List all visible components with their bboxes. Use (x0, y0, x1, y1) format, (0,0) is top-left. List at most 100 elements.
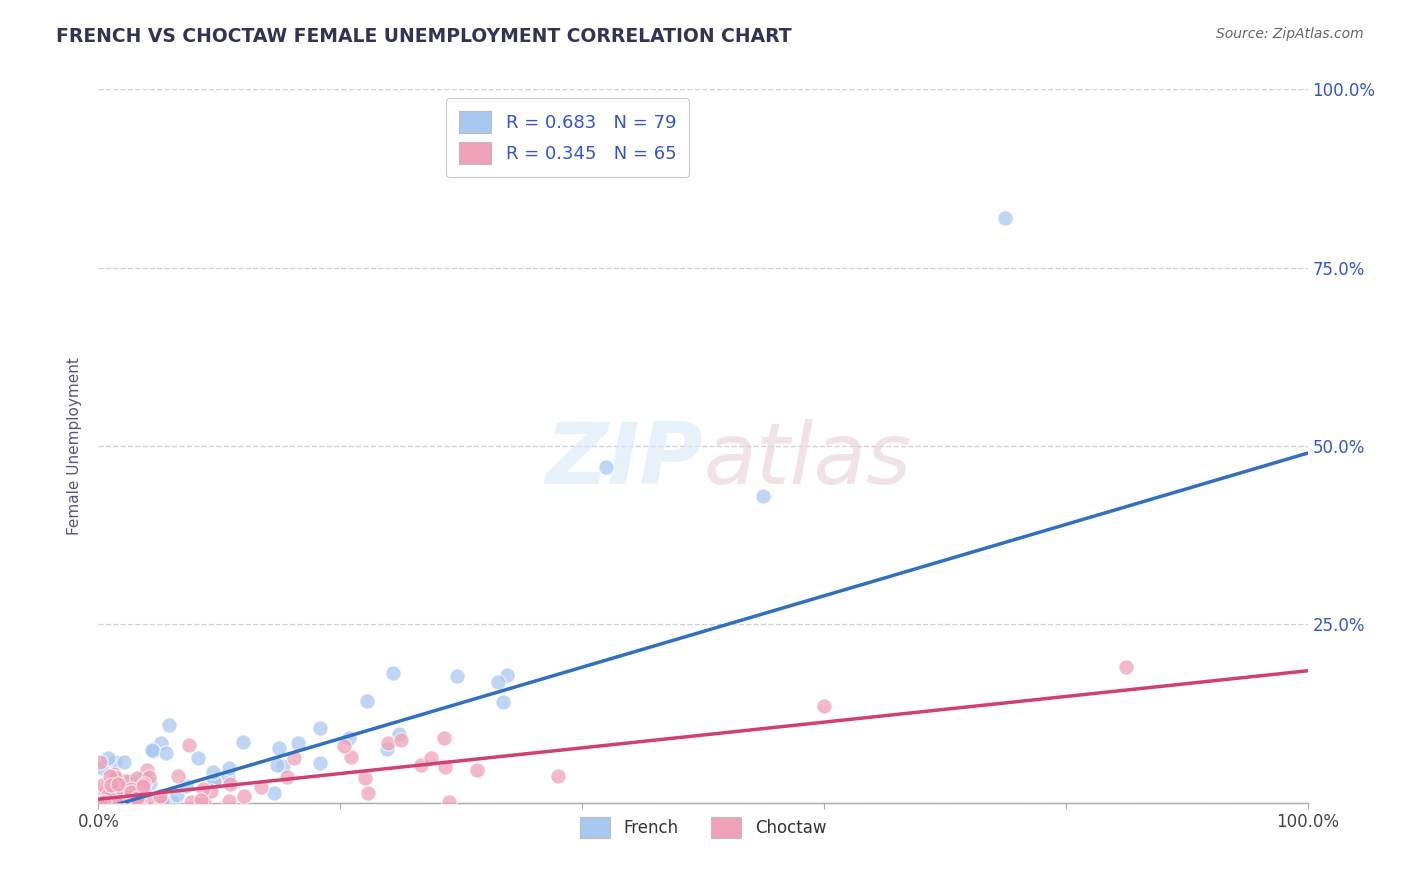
Point (132, 771, 155, 785)
Point (91, 795, 114, 809)
Point (94, 795, 117, 809)
Point (125, 795, 148, 809)
Point (180, 795, 202, 809)
Point (136, 790, 159, 805)
Point (339, 750, 361, 764)
Point (104, 786, 127, 800)
Point (112, 755, 135, 769)
Point (118, 774, 141, 789)
Point (105, 772, 128, 787)
Point (91, 795, 114, 809)
Point (97, 751, 120, 765)
Point (139, 776, 162, 790)
Point (104, 770, 127, 784)
Point (377, 736, 399, 750)
Point (120, 785, 142, 799)
Point (433, 731, 456, 745)
Point (166, 788, 188, 802)
Point (98, 790, 121, 805)
Point (108, 795, 131, 809)
Point (121, 795, 143, 809)
Point (191, 782, 214, 797)
Point (98, 784, 121, 798)
Point (150, 795, 173, 809)
Point (110, 793, 132, 807)
Point (263, 786, 285, 800)
Point (356, 693, 378, 707)
Point (93, 795, 115, 809)
Point (117, 780, 139, 795)
Point (128, 794, 150, 808)
Point (89, 795, 111, 809)
Point (155, 746, 177, 760)
Point (167, 769, 190, 783)
Point (419, 751, 441, 765)
Point (118, 795, 141, 809)
Point (110, 795, 132, 809)
Point (283, 750, 305, 764)
Point (149, 795, 172, 809)
Point (90, 795, 112, 809)
Point (110, 795, 132, 809)
Point (179, 739, 201, 753)
Point (104, 795, 127, 809)
Point (152, 795, 174, 809)
Point (135, 763, 157, 777)
Point (103, 795, 125, 809)
Point (357, 786, 380, 800)
Point (486, 674, 509, 689)
Point (190, 792, 212, 806)
Point (266, 758, 288, 772)
Point (117, 773, 139, 788)
Point (127, 795, 149, 809)
Point (122, 795, 145, 809)
Point (120, 774, 142, 789)
Point (125, 795, 148, 809)
Point (495, 668, 517, 682)
Point (433, 760, 456, 774)
Point (91, 778, 114, 792)
Point (200, 784, 222, 798)
Point (94, 795, 117, 809)
Point (121, 795, 143, 809)
Point (193, 795, 215, 809)
Point (97, 788, 120, 802)
Point (389, 732, 412, 747)
Point (333, 739, 356, 753)
Text: atlas: atlas (703, 418, 911, 502)
Y-axis label: Female Unemployment: Female Unemployment (67, 357, 83, 535)
Point (149, 789, 172, 803)
Point (232, 789, 254, 804)
Point (142, 744, 165, 758)
Point (120, 782, 142, 797)
Legend: French, Choctaw: French, Choctaw (574, 811, 832, 845)
Point (204, 774, 226, 789)
Point (115, 795, 138, 809)
Point (467, 763, 489, 777)
Point (217, 770, 239, 784)
Text: ZIP: ZIP (546, 418, 703, 502)
Point (103, 767, 125, 781)
Point (187, 751, 209, 765)
Point (100, 788, 122, 802)
Point (115, 773, 138, 788)
Point (353, 772, 375, 786)
Point (446, 669, 468, 683)
Point (160, 795, 183, 809)
Point (107, 788, 129, 802)
Point (104, 795, 127, 809)
Point (437, 795, 460, 809)
Point (201, 764, 224, 779)
Point (100, 778, 122, 792)
Point (176, 779, 198, 793)
Point (219, 777, 242, 791)
Point (110, 795, 132, 809)
Point (103, 795, 125, 809)
Point (149, 736, 172, 750)
Point (337, 731, 360, 745)
Point (271, 759, 294, 773)
Point (125, 772, 148, 786)
Point (128, 795, 150, 809)
Text: Source: ZipAtlas.com: Source: ZipAtlas.com (1216, 27, 1364, 41)
Point (127, 790, 149, 805)
